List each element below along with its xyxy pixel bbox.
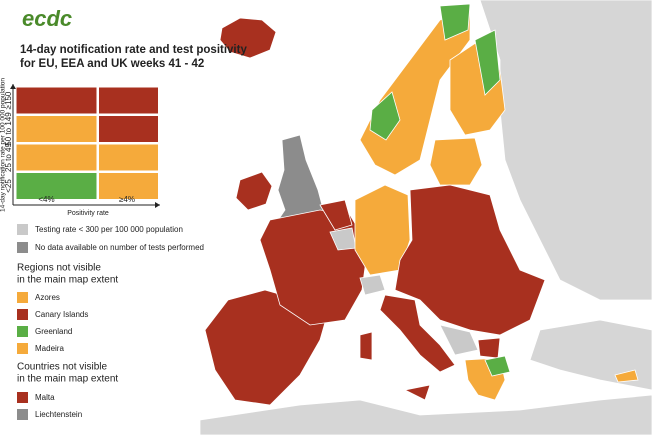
legend-swatch	[17, 392, 28, 403]
matrix-cell	[15, 172, 98, 200]
legend-label: Azores	[35, 293, 60, 302]
section-heading: in the main map extent	[17, 374, 118, 385]
column-label: ≥4%	[119, 195, 135, 204]
baltics	[429, 137, 483, 186]
legend-label: Liechtenstein	[35, 410, 82, 419]
cyprus	[614, 369, 639, 383]
legend-label: Testing rate < 300 per 100 000 populatio…	[35, 225, 183, 234]
column-label: <4%	[38, 195, 54, 204]
section-heading: in the main map extent	[17, 275, 118, 286]
row-label: <25	[4, 179, 13, 193]
matrix-cell	[98, 86, 159, 115]
matrix-cell	[15, 86, 98, 115]
netherlands	[319, 199, 353, 231]
title-line: 14-day notification rate and test positi…	[20, 44, 247, 56]
switzerland	[359, 274, 386, 296]
row-label: ≥150	[4, 91, 13, 109]
section-heading: Countries not visible	[17, 362, 107, 373]
balkans-non-eu	[439, 324, 479, 356]
map	[199, 0, 652, 435]
y-axis-title: 14-day notification rate per 100 000 pop…	[0, 78, 7, 212]
finland-north	[474, 29, 501, 96]
legend-swatch	[17, 326, 28, 337]
x-axis-title: Positivity rate	[67, 210, 109, 217]
arrow-head	[155, 202, 160, 208]
iceland	[219, 17, 277, 59]
matrix-cell	[98, 143, 159, 172]
legend-swatch	[17, 343, 28, 354]
logo: ecdc	[22, 6, 72, 31]
legend-swatch	[17, 292, 28, 303]
italy	[359, 294, 456, 401]
bulgaria-region	[477, 337, 501, 359]
arrow-head	[10, 84, 16, 89]
legend-label: Malta	[35, 393, 55, 402]
greece-north	[484, 355, 511, 377]
matrix-cell	[98, 172, 159, 200]
green-regions-north	[369, 3, 471, 141]
section-heading: Regions not visible	[17, 263, 101, 274]
legend-swatch	[17, 224, 28, 235]
matrix-cell	[15, 115, 98, 143]
matrix-cell	[15, 143, 98, 172]
matrix-cell	[98, 115, 159, 143]
title-line: for EU, EEA and UK weeks 41 - 42	[20, 58, 204, 70]
turkey	[529, 319, 652, 391]
row-label: 50 to 149	[4, 112, 13, 146]
legend-swatch	[17, 309, 28, 320]
central-eastern-europe	[394, 184, 546, 336]
legend-label: Greenland	[35, 327, 72, 336]
legend-label: Canary Islands	[35, 310, 88, 319]
ireland	[235, 171, 273, 211]
legend-label: No data available on number of tests per…	[35, 243, 204, 252]
row-label: 25 to 49	[4, 142, 13, 171]
legend-swatch	[17, 242, 28, 253]
legend-label: Madeira	[35, 344, 64, 353]
africa	[199, 394, 652, 435]
legend-swatch	[17, 409, 28, 420]
